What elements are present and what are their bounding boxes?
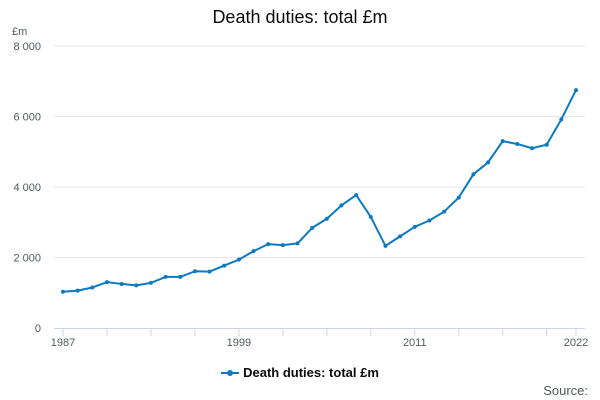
x-tick-label: 2011 (403, 337, 427, 349)
data-point (324, 216, 329, 221)
data-point (134, 283, 139, 288)
data-point (222, 263, 227, 268)
data-point (486, 160, 491, 165)
data-point (61, 289, 65, 294)
y-axis-ticks: 0 2 000 4 000 6 000 8 000 (13, 41, 41, 335)
data-point (192, 269, 197, 274)
data-point (295, 241, 300, 246)
chart-title: Death duties: total £m (212, 7, 388, 27)
data-point (442, 209, 447, 214)
data-point (398, 234, 403, 239)
data-point (500, 139, 505, 144)
y-tick-label: 8 000 (13, 41, 41, 53)
data-point (266, 242, 271, 247)
data-point (178, 274, 183, 279)
data-point (236, 257, 241, 262)
data-point (119, 281, 124, 286)
data-point (515, 141, 520, 146)
data-point (354, 193, 359, 198)
data-point (368, 214, 373, 219)
y-tick-label: 6 000 (13, 112, 41, 124)
series-line (62, 89, 577, 293)
data-point (427, 218, 432, 223)
data-point (530, 146, 535, 151)
data-point (251, 249, 256, 254)
data-point (75, 288, 80, 293)
data-point (207, 269, 212, 274)
data-point (383, 243, 388, 248)
y-tick-label: 4 000 (13, 182, 41, 194)
y-tick-label: 2 000 (13, 253, 41, 265)
data-point (574, 88, 578, 93)
data-point (456, 195, 461, 200)
data-point (163, 274, 168, 279)
data-point (559, 117, 564, 122)
x-axis: 1987 1999 2011 2022 (51, 328, 588, 349)
data-point (104, 280, 109, 285)
y-tick-label: 0 (35, 323, 41, 335)
data-point (90, 285, 95, 290)
data-point (310, 225, 315, 230)
series-layer (61, 88, 578, 294)
legend[interactable]: Death duties: total £m (0, 365, 600, 380)
source-label: Source: (543, 383, 588, 398)
data-point (544, 142, 549, 147)
legend-line-marker-icon (221, 369, 240, 376)
x-tick-label: 1999 (227, 337, 251, 349)
x-tick-label: 1987 (51, 337, 75, 349)
y-axis-unit-label: £m (12, 26, 28, 38)
gridlines (54, 45, 585, 258)
data-point (412, 224, 417, 229)
data-point (148, 280, 153, 285)
x-tick-label: 2022 (564, 337, 588, 349)
data-point (280, 243, 285, 248)
data-point (471, 172, 476, 177)
legend-label: Death duties: total £m (243, 365, 379, 380)
data-point (339, 203, 344, 208)
